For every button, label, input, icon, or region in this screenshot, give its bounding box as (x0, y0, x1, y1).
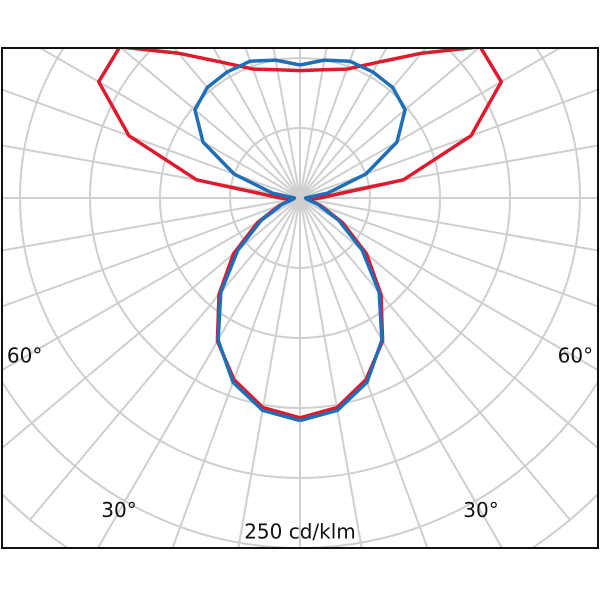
spoke (2, 197, 301, 450)
ring (19, 48, 581, 479)
ring (229, 127, 371, 269)
spoke (299, 48, 428, 199)
spoke (172, 48, 301, 199)
spoke (38, 48, 301, 199)
spoke (299, 48, 481, 199)
spoke (299, 48, 388, 199)
spoke (299, 48, 562, 199)
angle-label: 60° (558, 344, 593, 368)
labels: 60° 60° 30° 30° 250 cd/klm (7, 344, 593, 544)
spoke (299, 197, 598, 450)
spoke (212, 48, 301, 199)
curves (96, 48, 504, 423)
radial-scale-label: 250 cd/klm (244, 520, 356, 544)
angle-label: 60° (7, 344, 42, 368)
ring (159, 57, 441, 339)
ring (89, 48, 511, 409)
spoke (119, 48, 301, 199)
angle-label: 30° (463, 498, 498, 522)
frame (1, 47, 599, 549)
angle-label: 30° (101, 498, 136, 522)
intensity-curve (193, 58, 301, 423)
intensity-curve (299, 58, 407, 423)
